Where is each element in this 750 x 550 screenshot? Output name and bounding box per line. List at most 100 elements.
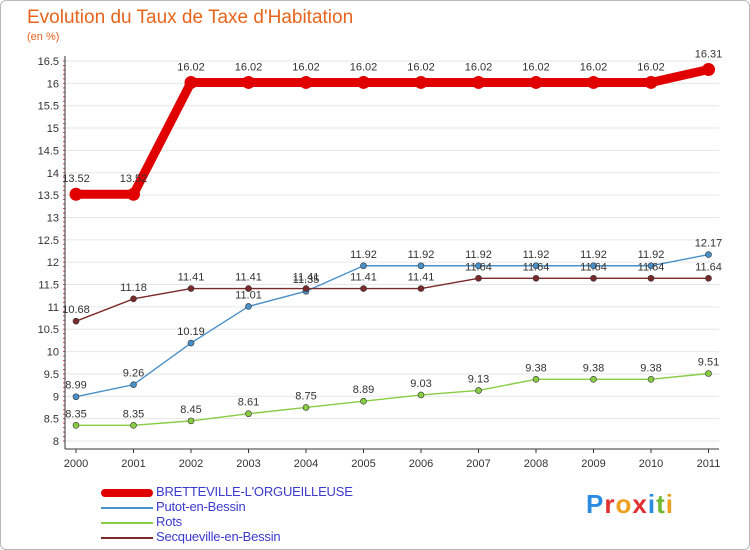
data-label: 11.18	[120, 282, 147, 294]
legend-label: Secqueville-en-Bessin	[156, 529, 281, 544]
data-point	[705, 274, 712, 282]
data-point	[475, 387, 482, 394]
chart-subtitle: (en %)	[27, 31, 60, 43]
series-line	[75, 277, 710, 322]
y-tick-label: 9	[53, 391, 59, 403]
data-point	[360, 285, 367, 292]
data-point	[187, 285, 195, 292]
data-label: 16.02	[522, 61, 550, 73]
logo-letter: x	[632, 489, 648, 519]
data-label: 16.02	[350, 61, 378, 73]
data-point	[69, 187, 83, 201]
legend-label: BRETTEVILLE-L'ORGUEILLEUSE	[156, 484, 353, 499]
x-tick-label: 2008	[524, 458, 548, 470]
data-point	[647, 262, 655, 270]
data-point	[705, 251, 712, 258]
y-tick-label: 13.5	[38, 190, 59, 202]
data-point	[417, 262, 425, 270]
data-point	[130, 295, 137, 303]
data-point	[417, 285, 425, 292]
data-point	[475, 262, 482, 270]
data-label: 11.01	[235, 289, 262, 301]
y-tick-label: 14	[47, 168, 59, 180]
y-tick-label: 13	[47, 212, 59, 224]
logo-letter: r	[604, 489, 616, 519]
data-label: 11.41	[408, 272, 435, 284]
data-label: 11.41	[235, 272, 262, 284]
data-label: 9.38	[640, 362, 661, 374]
data-label: 11.92	[465, 249, 492, 261]
y-tick-label: 9.5	[44, 369, 59, 381]
data-point	[299, 75, 313, 89]
y-tick-label: 8	[53, 436, 59, 448]
data-point	[245, 285, 252, 292]
logo-letter: t	[656, 489, 666, 519]
y-tick-label: 15	[47, 123, 59, 135]
y-tick-label: 16	[47, 78, 59, 90]
data-point	[417, 391, 425, 399]
data-point	[187, 339, 195, 347]
data-point	[242, 75, 255, 89]
y-tick-label: 11.5	[38, 280, 59, 292]
data-point	[590, 376, 597, 383]
data-label: 16.02	[580, 61, 608, 73]
x-tick-label: 2009	[581, 458, 605, 470]
data-label: 11.41	[293, 272, 320, 284]
x-tick-label: 2001	[121, 458, 145, 470]
y-tick-label: 8.5	[44, 414, 59, 426]
legend-swatch	[101, 489, 153, 497]
y-tick-label: 12.5	[38, 235, 59, 247]
data-point	[187, 417, 195, 425]
data-label: 13.52	[120, 173, 148, 185]
y-tick-label: 11	[48, 302, 59, 314]
data-label: 9.51	[698, 356, 719, 368]
data-point	[357, 75, 370, 89]
x-tick-label: 2003	[236, 458, 260, 470]
x-tick-label: 2000	[64, 458, 88, 470]
data-point	[72, 317, 80, 325]
data-label: 16.02	[465, 61, 493, 73]
data-label: 11.92	[350, 249, 377, 261]
data-label: 11.92	[408, 249, 435, 261]
data-point	[245, 410, 252, 418]
data-label: 11.41	[350, 272, 377, 284]
data-label: 9.38	[583, 362, 604, 374]
data-label: 11.92	[638, 249, 665, 261]
x-tick-label: 2007	[466, 458, 490, 470]
data-point	[532, 274, 540, 282]
data-point	[590, 262, 597, 270]
data-point	[127, 187, 140, 201]
data-label: 11.35	[293, 274, 320, 286]
x-tick-label: 2010	[639, 458, 663, 470]
data-label: 8.99	[65, 380, 86, 392]
data-label: 9.13	[468, 373, 489, 385]
data-point	[302, 285, 310, 292]
data-label: 11.64	[465, 261, 492, 273]
data-point	[72, 422, 80, 429]
data-label: 10.19	[177, 326, 205, 338]
data-point	[587, 75, 600, 89]
data-label: 9.38	[525, 362, 546, 374]
data-label: 16.02	[235, 61, 263, 73]
data-label: 16.02	[177, 61, 205, 73]
data-point	[705, 370, 712, 377]
data-label: 16.02	[637, 61, 665, 73]
data-point	[532, 376, 540, 383]
chart-title: Evolution du Taux de Taxe d'Habitation	[27, 7, 354, 28]
data-label: 8.75	[295, 390, 316, 402]
proxiti-logo: Proxiti	[586, 489, 674, 520]
data-label: 13.52	[62, 173, 90, 185]
data-point	[360, 262, 367, 270]
data-point	[130, 422, 137, 429]
x-tick-label: 2005	[351, 458, 375, 470]
data-point	[647, 274, 655, 282]
data-point	[590, 274, 597, 282]
data-label: 8.61	[238, 397, 259, 409]
y-tick-label: 12	[47, 257, 59, 269]
logo-letter: P	[586, 489, 605, 519]
data-label: 16.31	[695, 48, 723, 60]
series-line	[75, 372, 710, 427]
data-label: 16.02	[407, 61, 435, 73]
data-point	[702, 62, 715, 76]
